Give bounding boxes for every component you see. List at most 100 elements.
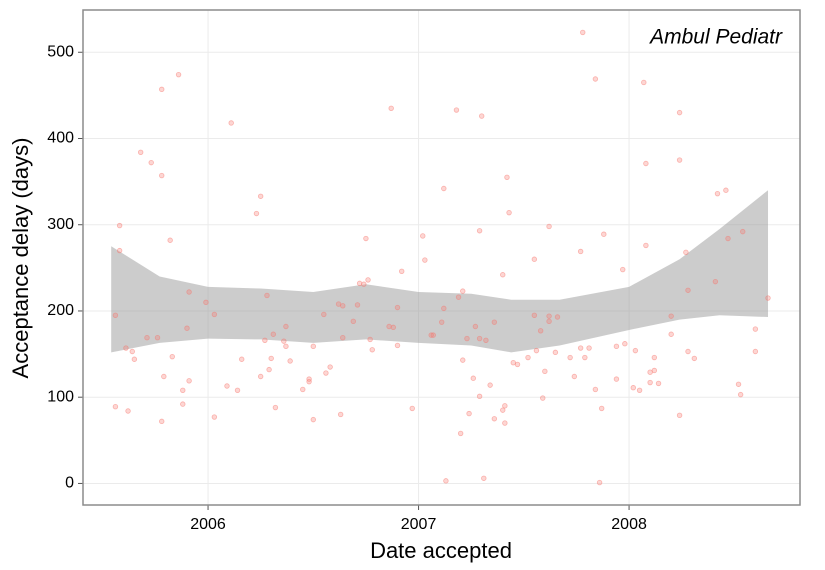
point xyxy=(546,223,552,230)
point xyxy=(500,272,506,278)
point xyxy=(647,379,653,386)
point xyxy=(542,368,548,375)
point xyxy=(525,354,531,361)
point xyxy=(388,105,394,112)
point xyxy=(651,367,658,374)
point xyxy=(186,289,192,295)
point xyxy=(613,376,620,382)
point xyxy=(460,357,466,363)
point xyxy=(506,209,512,216)
point xyxy=(283,323,289,330)
point xyxy=(253,210,260,217)
point xyxy=(476,335,483,342)
point xyxy=(154,335,161,341)
point xyxy=(487,382,493,388)
point xyxy=(211,414,218,420)
point xyxy=(620,266,626,273)
point xyxy=(361,281,367,287)
point xyxy=(592,76,599,82)
point xyxy=(514,361,521,368)
point xyxy=(592,386,599,393)
point xyxy=(399,268,405,274)
point xyxy=(613,343,620,350)
point xyxy=(443,478,449,484)
point xyxy=(540,395,546,401)
point xyxy=(365,277,371,283)
point xyxy=(502,403,508,409)
point xyxy=(725,235,731,242)
point xyxy=(582,354,588,361)
point xyxy=(643,160,649,167)
point xyxy=(144,335,150,341)
point xyxy=(668,331,674,337)
point xyxy=(714,190,721,197)
point xyxy=(321,311,327,318)
point xyxy=(186,378,192,384)
point xyxy=(472,323,479,330)
point xyxy=(224,383,230,389)
point xyxy=(262,337,268,343)
point xyxy=(476,393,483,400)
point xyxy=(546,313,552,319)
point xyxy=(394,342,401,349)
point xyxy=(577,345,584,351)
point xyxy=(268,355,274,362)
point xyxy=(420,233,426,239)
point xyxy=(211,311,218,318)
plot-panel xyxy=(83,10,800,505)
point xyxy=(651,354,658,361)
point xyxy=(394,304,401,311)
point xyxy=(476,228,483,234)
point xyxy=(310,416,316,423)
point xyxy=(356,280,363,287)
panel-border xyxy=(82,9,801,506)
point xyxy=(175,71,182,78)
y-tick-label: 0 xyxy=(65,475,74,492)
point xyxy=(533,347,540,354)
point xyxy=(676,109,683,116)
point xyxy=(180,387,186,394)
point xyxy=(439,319,445,325)
point xyxy=(369,347,375,353)
point xyxy=(159,418,165,425)
point xyxy=(180,401,186,407)
point xyxy=(723,187,729,193)
x-tick-label: 2007 xyxy=(401,516,437,533)
point xyxy=(601,231,607,237)
point xyxy=(125,408,131,414)
point xyxy=(266,366,272,373)
point xyxy=(453,107,460,113)
point xyxy=(367,336,373,343)
point xyxy=(457,430,464,437)
point xyxy=(531,312,538,318)
point xyxy=(228,120,234,126)
point xyxy=(596,479,603,486)
y-axis-label: Acceptance delay (days) xyxy=(8,138,33,379)
point xyxy=(323,370,329,376)
point xyxy=(668,313,674,319)
point xyxy=(159,172,165,179)
point xyxy=(685,287,691,293)
point xyxy=(502,420,508,426)
point xyxy=(491,319,498,325)
point xyxy=(272,404,279,411)
point xyxy=(577,248,584,255)
point xyxy=(148,159,154,166)
point xyxy=(306,378,312,385)
point xyxy=(441,185,447,192)
point xyxy=(479,113,485,119)
point xyxy=(327,364,333,370)
point xyxy=(685,348,691,355)
y-tick-label: 500 xyxy=(47,43,74,60)
point xyxy=(409,405,415,412)
point xyxy=(752,326,759,332)
point xyxy=(683,249,689,256)
point xyxy=(363,235,369,242)
point xyxy=(340,335,346,341)
point xyxy=(500,407,506,413)
point xyxy=(586,345,592,351)
point xyxy=(740,228,746,235)
point xyxy=(131,356,138,362)
point xyxy=(580,29,586,36)
point xyxy=(129,348,135,355)
